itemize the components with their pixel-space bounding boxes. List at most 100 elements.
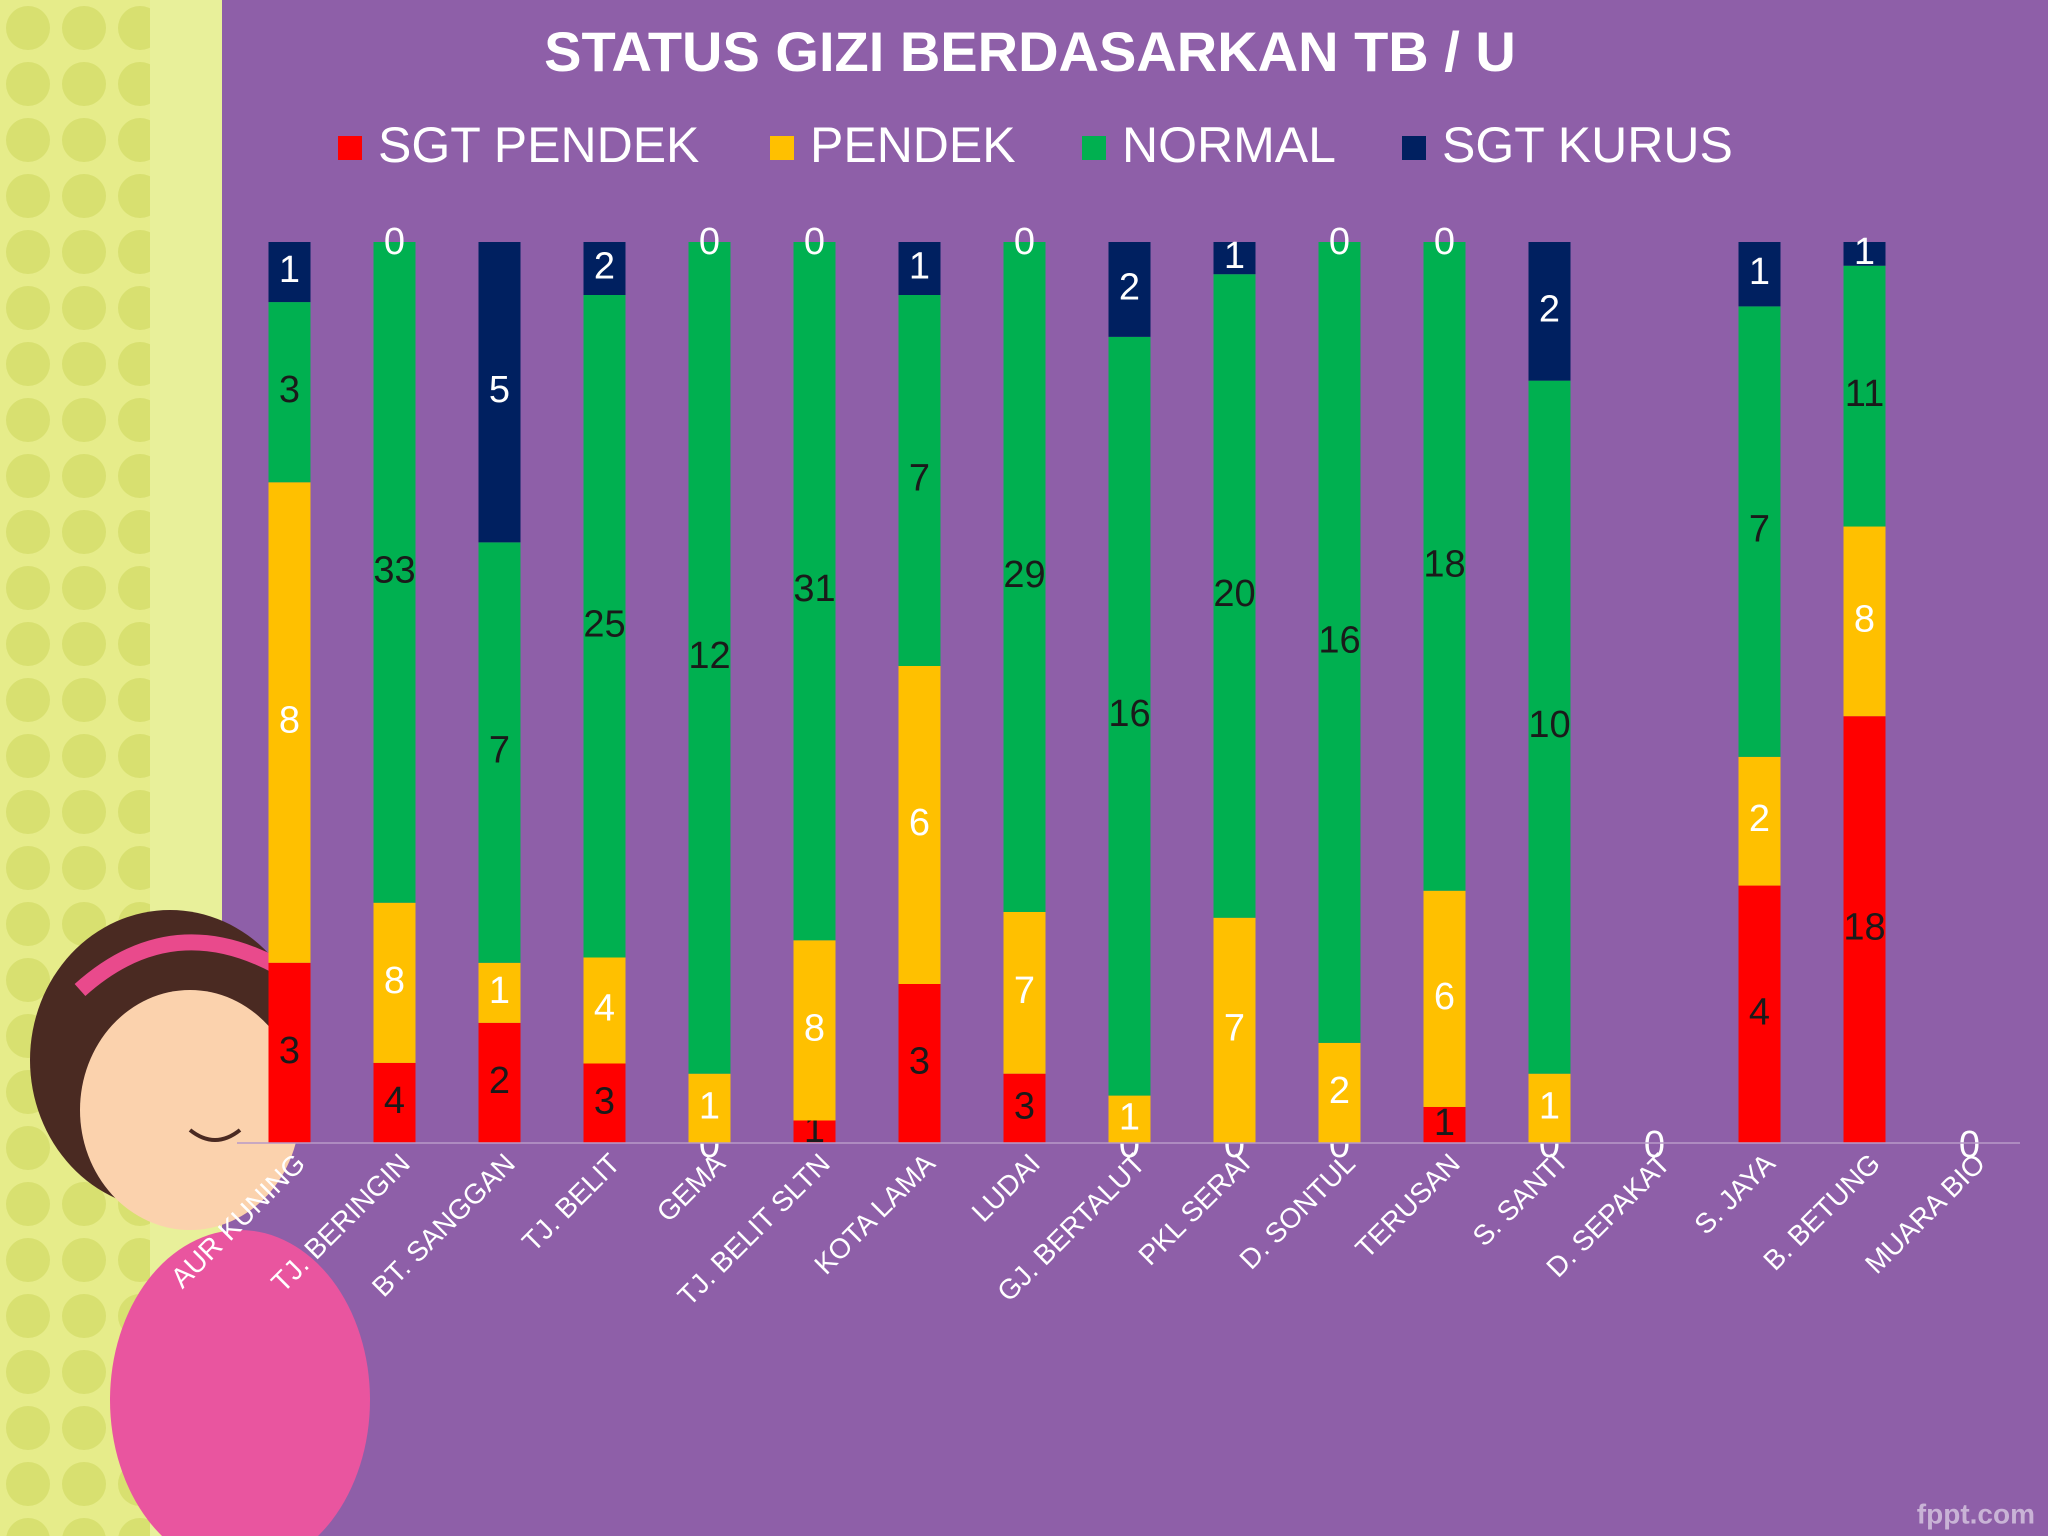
bar-segment: [1528, 380, 1571, 1074]
bar-segment: [268, 482, 311, 963]
bar-segment: [1843, 716, 1886, 1143]
bar-segment: [1738, 242, 1781, 307]
bar-segment: [1423, 1106, 1466, 1143]
bar-segment: [268, 962, 311, 1143]
bar-segment: [688, 1073, 731, 1143]
legend-label: PENDEK: [810, 117, 1016, 173]
bar-segment: [898, 295, 941, 666]
legend-swatch: [770, 136, 794, 160]
bar-segment: [583, 295, 626, 958]
legend: SGT PENDEK PENDEK NORMAL SGT KURUS: [338, 117, 1733, 173]
illustration: [30, 910, 370, 1536]
data-label: 0: [1644, 1124, 1665, 1166]
data-label: 10: [1528, 704, 1570, 746]
data-label: 20: [1213, 573, 1255, 615]
chart-title: STATUS GIZI BERDASARKAN TB / U: [544, 20, 1516, 83]
bar-segment: [1213, 274, 1256, 918]
data-label: 5: [489, 369, 510, 411]
bar-segment: [1738, 306, 1781, 757]
bar-segment: [1423, 242, 1466, 891]
data-label: 18: [1843, 907, 1885, 949]
data-label: 0: [699, 221, 720, 263]
bar-segment: [793, 940, 836, 1121]
bar-segment: [1528, 1073, 1571, 1143]
bar-segment: [268, 302, 311, 483]
data-label: 1: [1749, 251, 1770, 293]
bar-segment: [1423, 890, 1466, 1107]
legend-label: SGT PENDEK: [378, 117, 699, 173]
bar-segment: [478, 1022, 521, 1143]
data-label: 3: [594, 1080, 615, 1122]
legend-swatch: [338, 136, 362, 160]
data-label: 2: [489, 1060, 510, 1102]
data-label: 2: [594, 246, 615, 288]
watermark: fppt.com: [1917, 1498, 2035, 1529]
bar-segment: [1738, 756, 1781, 886]
data-label: 0: [384, 221, 405, 263]
data-label: 1: [489, 970, 510, 1012]
data-label: 3: [279, 1030, 300, 1072]
bar-segment: [583, 957, 626, 1064]
data-label: 8: [279, 700, 300, 742]
data-label: 0: [1014, 221, 1035, 263]
data-label: 1: [1539, 1085, 1560, 1127]
bar-segment: [478, 962, 521, 1023]
data-label: 11: [1845, 373, 1884, 415]
bar-segment: [1318, 1042, 1361, 1143]
legend-swatch: [1402, 136, 1426, 160]
bar-segment: [583, 242, 626, 295]
bar-segment: [1843, 242, 1886, 266]
bar-segment: [793, 242, 836, 941]
data-label: 0: [804, 221, 825, 263]
data-label: 0: [1329, 221, 1350, 263]
data-label: 7: [1014, 970, 1035, 1012]
data-label: 0: [1959, 1124, 1980, 1166]
bar-segment: [898, 984, 941, 1143]
bar-segment: [1843, 526, 1886, 717]
data-label: 1: [909, 246, 930, 288]
bar-segment: [1108, 242, 1151, 337]
data-label: 7: [909, 458, 930, 500]
data-label: 18: [1423, 543, 1465, 585]
data-label: 6: [909, 802, 930, 844]
bar-segment: [373, 902, 416, 1063]
data-label: 1: [699, 1085, 720, 1127]
data-label: 1: [1224, 235, 1245, 277]
data-label: 7: [489, 730, 510, 772]
data-label: 8: [384, 960, 405, 1002]
bar-segment: [898, 242, 941, 295]
bar-segment: [898, 666, 941, 984]
data-label: 2: [1539, 288, 1560, 330]
bar-segment: [1108, 1095, 1151, 1143]
bar-segment: [478, 542, 521, 963]
data-label: 2: [1119, 266, 1140, 308]
bar-segment: [1003, 911, 1046, 1074]
bar-segment: [1108, 336, 1151, 1096]
bar-segment: [1003, 242, 1046, 912]
bar-segment: [1318, 242, 1361, 1043]
bar-segment: [373, 1062, 416, 1143]
data-label: 1: [1119, 1096, 1140, 1138]
bar-segment: [373, 242, 416, 903]
bar-segment: [1528, 242, 1571, 381]
data-label: 0: [1434, 221, 1455, 263]
bar-segment: [583, 1063, 626, 1143]
bar-segment: [1213, 242, 1256, 275]
legend-swatch: [1082, 136, 1106, 160]
data-label: 7: [1749, 509, 1770, 551]
data-label: 2: [1329, 1070, 1350, 1112]
data-label: 8: [804, 1007, 825, 1049]
data-label: 8: [1854, 598, 1875, 640]
data-label: 4: [384, 1080, 405, 1122]
data-label: 31: [793, 568, 835, 610]
bar-segment: [793, 1120, 836, 1143]
bar-segment: [478, 242, 521, 543]
data-label: 3: [909, 1041, 930, 1083]
bar-segment: [268, 242, 311, 303]
data-label: 3: [1014, 1085, 1035, 1127]
side-pattern: [0, 0, 150, 1536]
data-label: 3: [279, 369, 300, 411]
data-label: 16: [1108, 693, 1150, 735]
